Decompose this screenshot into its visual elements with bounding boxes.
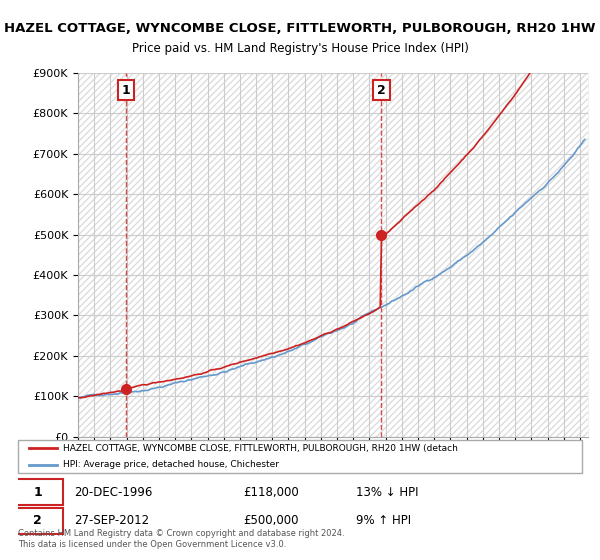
Text: Contains HM Land Registry data © Crown copyright and database right 2024.
This d: Contains HM Land Registry data © Crown c…	[18, 529, 344, 549]
Text: 20-DEC-1996: 20-DEC-1996	[74, 486, 153, 498]
Text: £118,000: £118,000	[244, 486, 299, 498]
Text: 9% ↑ HPI: 9% ↑ HPI	[356, 515, 412, 528]
Text: 2: 2	[34, 515, 42, 528]
FancyBboxPatch shape	[13, 479, 63, 505]
FancyBboxPatch shape	[13, 508, 63, 534]
FancyBboxPatch shape	[18, 440, 582, 473]
Text: HAZEL COTTAGE, WYNCOMBE CLOSE, FITTLEWORTH, PULBOROUGH, RH20 1HW: HAZEL COTTAGE, WYNCOMBE CLOSE, FITTLEWOR…	[4, 22, 596, 35]
Text: 27-SEP-2012: 27-SEP-2012	[74, 515, 149, 528]
Text: Price paid vs. HM Land Registry's House Price Index (HPI): Price paid vs. HM Land Registry's House …	[131, 42, 469, 55]
Text: 13% ↓ HPI: 13% ↓ HPI	[356, 486, 419, 498]
Text: 2: 2	[377, 84, 386, 97]
Text: 1: 1	[34, 486, 42, 498]
Text: HAZEL COTTAGE, WYNCOMBE CLOSE, FITTLEWORTH, PULBOROUGH, RH20 1HW (detach: HAZEL COTTAGE, WYNCOMBE CLOSE, FITTLEWOR…	[63, 444, 458, 452]
Text: 1: 1	[122, 84, 130, 97]
Text: £500,000: £500,000	[244, 515, 299, 528]
Text: HPI: Average price, detached house, Chichester: HPI: Average price, detached house, Chic…	[63, 460, 279, 469]
